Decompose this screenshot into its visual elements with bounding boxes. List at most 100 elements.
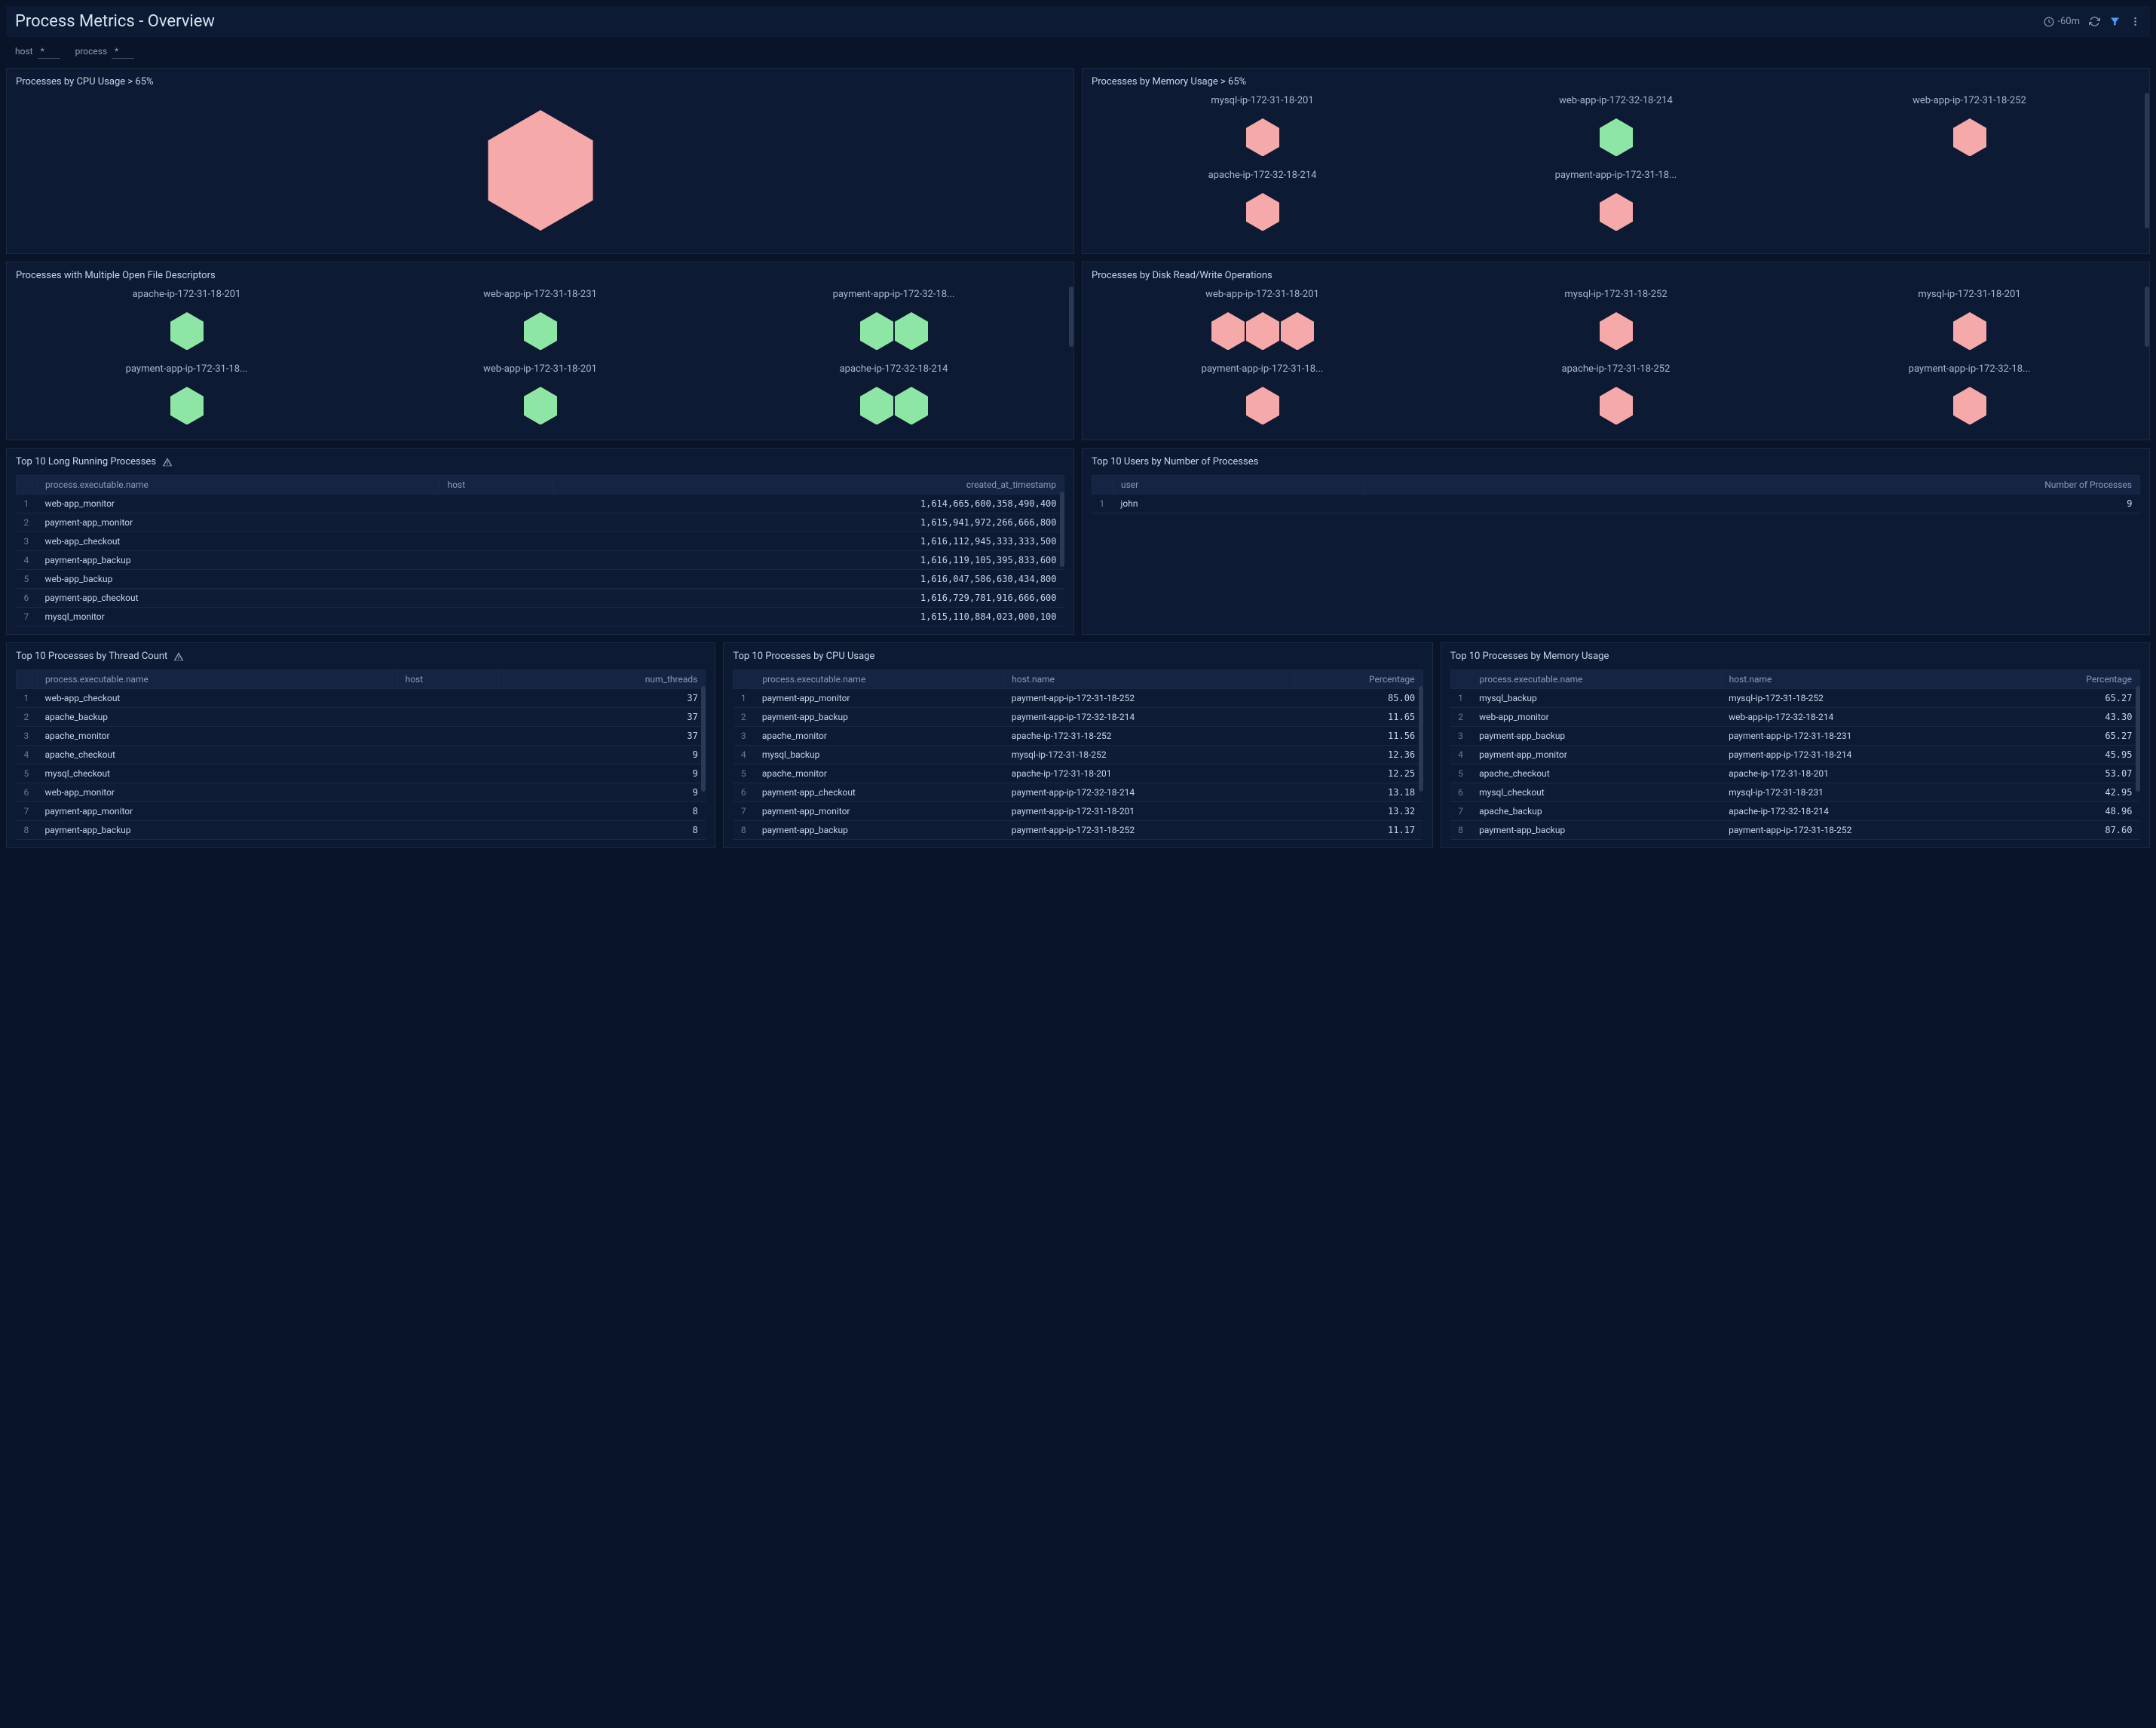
table-row[interactable]: 6mysql_checkoutmysql-ip-172-31-18-23142.… <box>1450 783 2139 802</box>
hexagon[interactable] <box>524 387 557 425</box>
hex-cell[interactable]: payment-app-ip-172-31-18... <box>1445 170 1787 238</box>
table-row[interactable]: 6payment-app_checkout1,616,729,781,916,6… <box>17 589 1064 608</box>
table-row[interactable]: 1web-app_monitor1,614,665,600,358,490,40… <box>17 495 1064 513</box>
hex-cell[interactable]: mysql-ip-172-31-18-252 <box>1445 289 1787 357</box>
table-row[interactable]: 5web-app_backup1,616,047,586,630,434,800 <box>17 570 1064 589</box>
table-row[interactable]: 7mysql_monitor1,615,110,884,023,000,100 <box>17 608 1064 627</box>
table-row[interactable]: 7apache_backupapache-ip-172-32-18-21448.… <box>1450 802 2139 821</box>
table-row[interactable]: 8payment-app_backup8 <box>17 821 706 840</box>
table-header[interactable]: process.executable.name <box>1472 670 1721 689</box>
table-row[interactable]: 3apache_monitor37 <box>17 727 706 746</box>
table-row[interactable]: 1mysql_backupmysql-ip-172-31-18-25265.27 <box>1450 689 2139 708</box>
scroll-indicator[interactable] <box>1419 686 1423 792</box>
table-header[interactable]: host.name <box>1721 670 2011 689</box>
hex-cell[interactable]: mysql-ip-172-31-18-201 <box>1092 95 1433 164</box>
hex-cell[interactable]: apache-ip-172-31-18-201 <box>16 289 357 357</box>
scroll-indicator[interactable] <box>2145 286 2149 347</box>
table-header[interactable]: created_at_timestamp <box>553 476 1064 495</box>
hex-cell[interactable]: web-app-ip-172-31-18-231 <box>369 289 711 357</box>
table-row[interactable]: 5apache_checkoutapache-ip-172-31-18-2015… <box>1450 764 2139 783</box>
hexagon[interactable] <box>1600 387 1633 425</box>
hex-cell[interactable]: payment-app-ip-172-31-18... <box>16 363 357 432</box>
hex-cell[interactable]: apache-ip-172-32-18-214 <box>723 363 1064 432</box>
filter-host[interactable]: host * <box>15 46 60 59</box>
hex-cell[interactable]: web-app-ip-172-31-18-201 <box>1092 289 1433 357</box>
table-row[interactable]: 5mysql_checkout9 <box>17 764 706 783</box>
hex-cell[interactable]: apache-ip-172-31-18-252 <box>1445 363 1787 432</box>
hexagon[interactable] <box>1246 387 1279 425</box>
hexagon[interactable] <box>170 387 204 425</box>
table-row[interactable]: 5apache_monitorapache-ip-172-31-18-20112… <box>733 764 1423 783</box>
filter-button[interactable] <box>2109 16 2121 27</box>
hexagon[interactable] <box>1246 312 1279 351</box>
scroll-indicator[interactable] <box>701 686 706 792</box>
table-cell: payment-app-ip-172-31-18-252 <box>1004 821 1294 840</box>
table-row[interactable]: 2web-app_monitorweb-app-ip-172-32-18-214… <box>1450 708 2139 727</box>
hex-cell[interactable]: payment-app-ip-172-32-18... <box>1799 363 2140 432</box>
hex-cell[interactable]: web-app-ip-172-32-18-214 <box>1445 95 1787 164</box>
table-row[interactable]: 4payment-app_monitorpayment-app-ip-172-3… <box>1450 746 2139 764</box>
hexagon[interactable] <box>170 312 204 351</box>
table-row[interactable]: 7payment-app_monitorpayment-app-ip-172-3… <box>733 802 1423 821</box>
table-header[interactable]: host <box>397 670 499 689</box>
hexagon[interactable] <box>1600 118 1633 157</box>
hexagon[interactable] <box>1953 312 1986 351</box>
hexagon[interactable] <box>1600 193 1633 231</box>
time-range-selector[interactable]: -60m <box>2044 16 2080 27</box>
table-header[interactable]: process.executable.name <box>755 670 1004 689</box>
table-row[interactable]: 4apache_checkout9 <box>17 746 706 764</box>
scroll-indicator[interactable] <box>1060 492 1064 567</box>
scroll-indicator[interactable] <box>2145 93 2149 228</box>
hexagon-large[interactable] <box>488 110 593 231</box>
table-header[interactable]: host <box>439 476 553 495</box>
table-row[interactable]: 6web-app_monitor9 <box>17 783 706 802</box>
scroll-indicator[interactable] <box>2136 686 2140 792</box>
table-row[interactable]: 8payment-app_backuppayment-app-ip-172-31… <box>1450 821 2139 840</box>
hex-cell[interactable]: payment-app-ip-172-31-18... <box>1092 363 1433 432</box>
scroll-indicator[interactable] <box>1069 286 1073 347</box>
hexagon[interactable] <box>860 312 893 351</box>
table-row[interactable]: 3web-app_checkout1,616,112,945,333,333,5… <box>17 532 1064 551</box>
table-header[interactable]: process.executable.name <box>38 476 439 495</box>
table-row[interactable]: 4payment-app_backup1,616,119,105,395,833… <box>17 551 1064 570</box>
hexagon[interactable] <box>895 387 928 425</box>
hex-cell[interactable]: payment-app-ip-172-32-18... <box>723 289 1064 357</box>
table-header[interactable]: num_threads <box>499 670 706 689</box>
hexagon[interactable] <box>1600 312 1633 351</box>
table-row[interactable]: 6payment-app_checkoutpayment-app-ip-172-… <box>733 783 1423 802</box>
hexagon[interactable] <box>1246 193 1279 231</box>
hexagon[interactable] <box>1953 118 1986 157</box>
hexagon[interactable] <box>1953 387 1986 425</box>
table-header[interactable]: host.name <box>1004 670 1294 689</box>
hex-cell[interactable]: apache-ip-172-32-18-214 <box>1092 170 1433 238</box>
hex-cell[interactable]: web-app-ip-172-31-18-252 <box>1799 95 2140 164</box>
table-header[interactable]: Number of Processes <box>1364 476 2139 495</box>
hexagon[interactable] <box>895 312 928 351</box>
table-row[interactable]: 2payment-app_backuppayment-app-ip-172-32… <box>733 708 1423 727</box>
hexagon[interactable] <box>860 387 893 425</box>
hex-cell[interactable]: mysql-ip-172-31-18-201 <box>1799 289 2140 357</box>
hexagon[interactable] <box>524 312 557 351</box>
table-row[interactable]: 4mysql_backupmysql-ip-172-31-18-25212.36 <box>733 746 1423 764</box>
table-row[interactable]: 1web-app_checkout37 <box>17 689 706 708</box>
hex-cell[interactable]: web-app-ip-172-31-18-201 <box>369 363 711 432</box>
table-header[interactable]: Percentage <box>1294 670 1423 689</box>
hexagon[interactable] <box>1246 118 1279 157</box>
hexagon[interactable] <box>1211 312 1245 351</box>
table-header[interactable]: Percentage <box>2011 670 2139 689</box>
filter-process[interactable]: process * <box>75 46 135 59</box>
table-row[interactable]: 3apache_monitorapache-ip-172-31-18-25211… <box>733 727 1423 746</box>
table-header[interactable]: user <box>1113 476 1364 495</box>
table-cell: 1,616,112,945,333,333,500 <box>553 532 1064 551</box>
table-row[interactable]: 7payment-app_monitor8 <box>17 802 706 821</box>
table-row[interactable]: 2payment-app_monitor1,615,941,972,266,66… <box>17 513 1064 532</box>
refresh-button[interactable] <box>2089 16 2100 27</box>
table-row[interactable]: 3payment-app_backuppayment-app-ip-172-31… <box>1450 727 2139 746</box>
table-row[interactable]: 2apache_backup37 <box>17 708 706 727</box>
more-button[interactable] <box>2130 16 2141 27</box>
table-row[interactable]: 1payment-app_monitorpayment-app-ip-172-3… <box>733 689 1423 708</box>
table-row[interactable]: 1john9 <box>1092 495 2140 513</box>
hexagon[interactable] <box>1281 312 1314 351</box>
table-row[interactable]: 8payment-app_backuppayment-app-ip-172-31… <box>733 821 1423 840</box>
table-header[interactable]: process.executable.name <box>38 670 398 689</box>
